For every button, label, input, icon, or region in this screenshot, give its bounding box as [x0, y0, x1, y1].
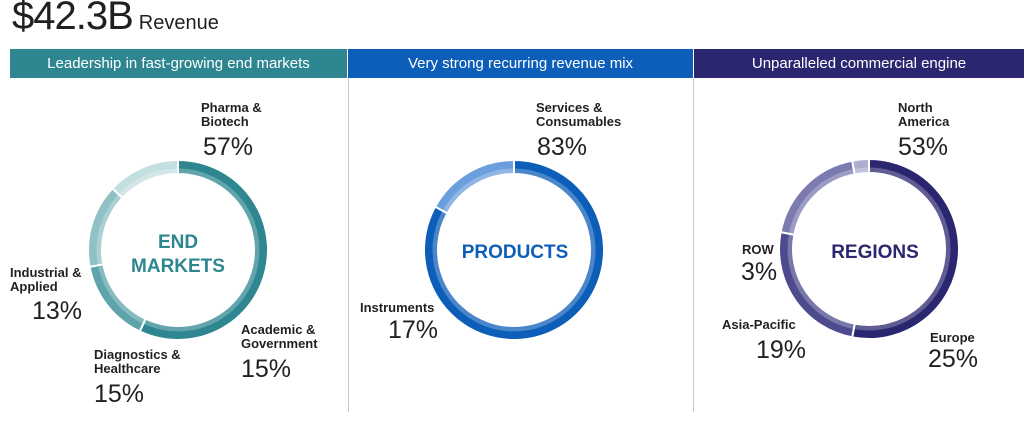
section-divider-right [693, 78, 694, 412]
donut-inner-ring [787, 167, 951, 331]
slice-pct-pharma-biotech: 57% [203, 133, 254, 161]
regions-center-label: REGIONS [800, 241, 950, 265]
headline: $42.3B Revenue [12, 0, 219, 39]
slice-label-services-consumables: Services & Consumables [536, 100, 622, 129]
slice-services-consumables [423, 158, 605, 341]
end-markets-donut [87, 158, 270, 341]
slice-pct-services-consumables: 83% [537, 133, 588, 161]
donut-inner-ring [96, 168, 260, 332]
slice-pct-instruments: 17% [388, 316, 439, 344]
donut-inner-ring [432, 168, 596, 332]
slice-label-row: ROW [742, 242, 774, 257]
banner-end-markets: Leadership in fast-growing end markets [10, 49, 347, 78]
end-markets-center-line-1: END [157, 232, 199, 253]
revenue-amount: $42.3B [12, 0, 134, 38]
slice-industrial-applied [110, 158, 179, 200]
products-center-label: PRODUCTS [440, 241, 590, 265]
slice-label-diagnostics-healthcare: Diagnostics & Healthcare [94, 347, 181, 376]
revenue-label: Revenue [138, 12, 219, 34]
banner-recurring-revenue: Very strong recurring revenue mix [348, 49, 693, 78]
slice-row [850, 157, 870, 176]
slice-pct-europe: 25% [928, 345, 979, 373]
products-center-line: PRODUCTS [461, 242, 569, 263]
slice-instruments [433, 158, 515, 215]
slice-label-pharma-biotech: Pharma & Biotech [201, 100, 262, 129]
end-markets-center-label: END MARKETS [108, 231, 248, 279]
slice-pct-industrial-applied: 13% [32, 297, 83, 325]
products-donut [423, 158, 605, 341]
end-markets-center-line-2: MARKETS [131, 256, 225, 277]
slice-label-asia-pacific: Asia-Pacific [722, 317, 796, 332]
slice-pct-academic-government: 15% [241, 355, 292, 383]
slice-pct-diagnostics-healthcare: 15% [94, 380, 145, 408]
section-divider-left [348, 78, 349, 412]
slice-label-north-america: North America [898, 100, 950, 129]
banner-commercial-engine: Unparalleled commercial engine [694, 49, 1024, 78]
slice-label-industrial-applied: Industrial & Applied [10, 265, 82, 294]
slice-pct-asia-pacific: 19% [756, 336, 807, 364]
slice-label-europe: Europe [930, 330, 975, 345]
slice-pct-row: 3% [741, 258, 778, 286]
slice-label-instruments: Instruments [360, 300, 435, 315]
slice-pct-north-america: 53% [898, 133, 949, 161]
regions-center-line: REGIONS [831, 242, 919, 263]
regions-donut [778, 157, 960, 340]
slice-label-academic-government: Academic & Government [241, 322, 318, 351]
